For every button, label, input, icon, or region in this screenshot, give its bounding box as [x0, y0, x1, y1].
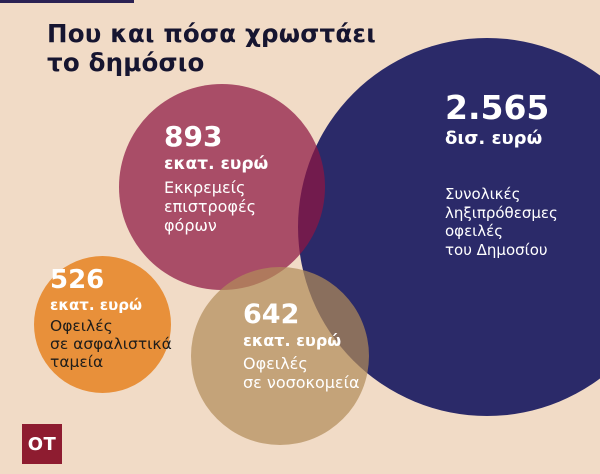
- insurance-funds-value: 526: [50, 265, 105, 295]
- desc-line: Εκκρεμείς: [164, 178, 246, 198]
- hospitals-description: Οφειλές σε νοσοκομεία: [243, 354, 360, 392]
- tax-refunds-circle: [119, 84, 325, 290]
- page-title-line2: το δημόσιο: [47, 47, 205, 77]
- desc-line: Συνολικές: [445, 185, 521, 204]
- hospitals-label: 642 εκατ. ευρώ Οφειλές σε νοσοκομεία: [243, 300, 360, 392]
- desc-line: σε νοσοκομεία: [243, 372, 360, 392]
- insurance-funds-label: 526 εκατ. ευρώ Οφειλές σε ασφαλιστικά τα…: [50, 266, 172, 371]
- total-debt-description: Συνολικές ληξιπρόθεσμες οφειλές του Δημο…: [445, 185, 558, 259]
- hospitals-unit: εκατ. ευρώ: [243, 330, 342, 350]
- total-debt-value: 2.565: [445, 88, 550, 127]
- ot-logo: OT: [22, 424, 62, 464]
- insurance-funds-circle: [34, 256, 171, 393]
- total-debt-label: 2.565 δισ. ευρώ Συνολικές ληξιπρόθεσμες …: [445, 90, 558, 259]
- tax-refunds-description: Εκκρεμείς επιστροφές φόρων: [164, 178, 268, 235]
- page-title: Που και πόσα χρωστάει το δημόσιο: [47, 19, 376, 78]
- desc-line: Οφειλές: [50, 317, 113, 336]
- tax-refunds-value: 893: [164, 120, 223, 153]
- desc-line: επιστροφές: [164, 197, 257, 217]
- insurance-funds-description: Οφειλές σε ασφαλιστικά ταμεία: [50, 317, 172, 371]
- desc-line: οφειλές: [445, 222, 504, 241]
- tax-refunds-label: 893 εκατ. ευρώ Εκκρεμείς επιστροφές φόρω…: [164, 120, 269, 235]
- top-accent-bar: [0, 0, 134, 3]
- desc-line: ληξιπρόθεσμες: [445, 203, 558, 222]
- desc-line: του Δημοσίου: [445, 240, 548, 259]
- total-debt-unit: δισ. ευρώ: [445, 127, 543, 149]
- desc-line: ταμεία: [50, 353, 104, 372]
- desc-line: φόρων: [164, 216, 217, 236]
- page-title-line1: Που και πόσα χρωστάει: [47, 19, 376, 48]
- tax-refunds-unit: εκατ. ευρώ: [164, 153, 269, 174]
- desc-line: Οφειλές: [243, 353, 308, 373]
- desc-line: σε ασφαλιστικά: [50, 335, 172, 354]
- hospitals-circle: [191, 267, 369, 445]
- ot-logo-text: OT: [27, 433, 57, 455]
- hospitals-value: 642: [243, 299, 300, 330]
- insurance-funds-unit: εκατ. ευρώ: [50, 295, 143, 314]
